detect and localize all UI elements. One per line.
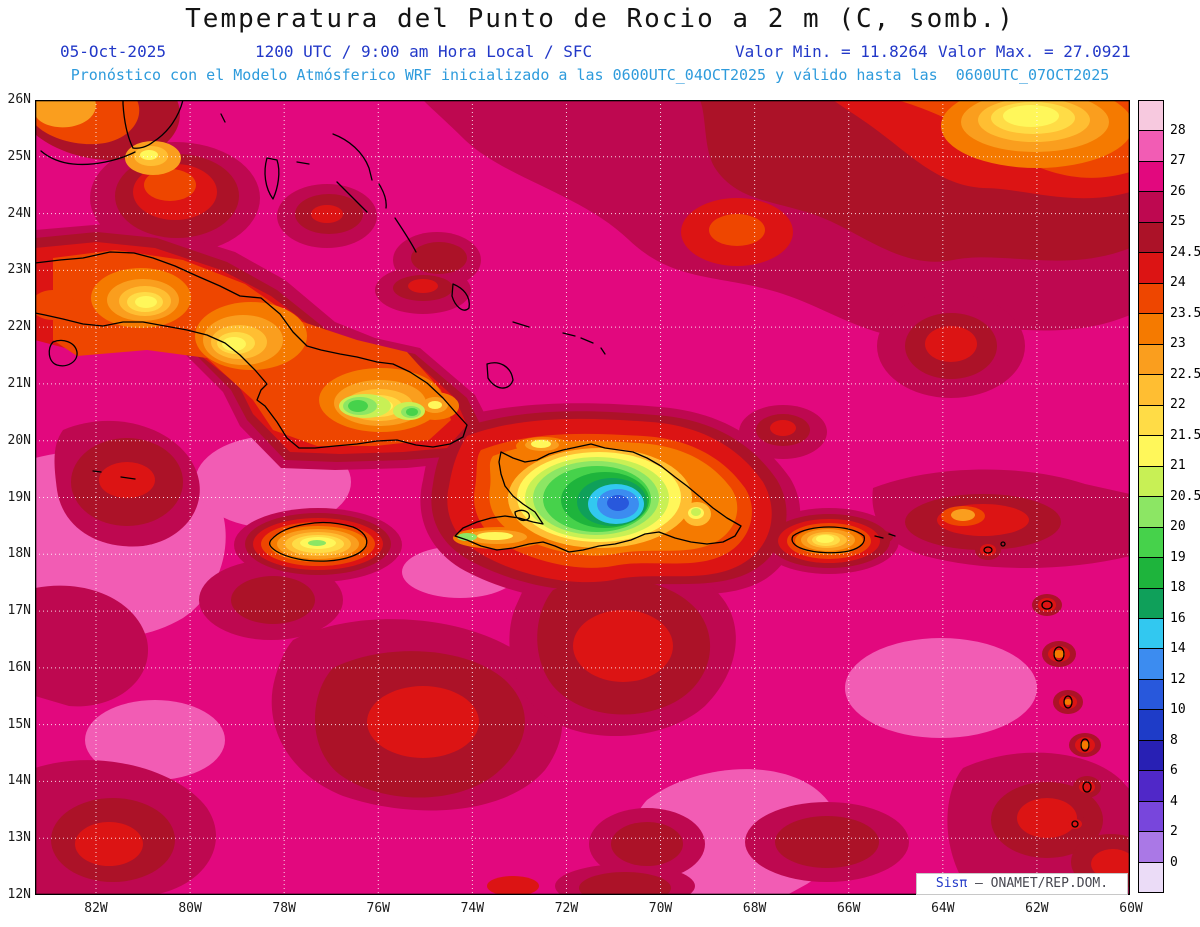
lon-tick-label: 78W xyxy=(272,901,296,916)
lat-tick-label: 16N xyxy=(7,659,31,675)
lat-tick-label: 26N xyxy=(7,92,31,107)
colorbar-label: 25 xyxy=(1170,214,1186,229)
colorbar-label: 20.5 xyxy=(1170,488,1200,504)
colorbar-label: 20 xyxy=(1170,519,1186,534)
branding-box: Sisπ – ONAMET/REP.DOM. xyxy=(916,873,1128,895)
colorbar-band xyxy=(1139,801,1163,833)
colorbar-band xyxy=(1139,466,1163,498)
colorbar-band xyxy=(1139,375,1163,406)
colorbar-band xyxy=(1139,497,1163,528)
colorbar-label: 18 xyxy=(1170,580,1186,595)
lon-tick-label: 74W xyxy=(460,901,485,916)
colorbar-label: 28 xyxy=(1170,122,1186,138)
colorbar-band xyxy=(1139,527,1163,559)
lat-tick-label: 25N xyxy=(7,148,31,164)
brand-pi-icon: π xyxy=(959,876,968,891)
colorbar-band xyxy=(1139,283,1163,315)
colorbar-band xyxy=(1139,192,1163,223)
lon-tick-label: 64W xyxy=(931,901,955,916)
lon-tick-label: 76W xyxy=(366,901,390,916)
forecast-date: 05-Oct-2025 xyxy=(60,42,166,61)
colorbar-label: 26 xyxy=(1170,183,1186,199)
lat-tick-label: 17N xyxy=(7,603,31,619)
lon-tick-label: 70W xyxy=(648,901,673,916)
map-canvas xyxy=(35,100,1130,895)
lat-tick-label: 24N xyxy=(7,205,31,221)
colorbar-band xyxy=(1139,832,1163,863)
colorbar xyxy=(1138,100,1164,893)
value-min: Valor Min. = 11.8264 xyxy=(735,42,928,61)
colorbar-band xyxy=(1139,314,1163,345)
colorbar-label: 24 xyxy=(1170,275,1186,290)
colorbar-label: 8 xyxy=(1170,732,1178,748)
colorbar-band xyxy=(1139,436,1163,467)
lat-tick-label: 14N xyxy=(7,773,31,789)
brand-rest: – ONAMET/REP.DOM. xyxy=(967,876,1109,891)
lat-tick-label: 22N xyxy=(7,319,31,335)
colorbar-band xyxy=(1139,771,1163,802)
lon-tick-label: 68W xyxy=(742,901,767,916)
colorbar-band xyxy=(1139,618,1163,650)
colorbar-band xyxy=(1139,710,1163,741)
colorbar-band xyxy=(1139,588,1163,619)
lon-tick-label: 60W xyxy=(1119,901,1143,916)
model-info-line: Pronóstico con el Modelo Atmósferico WRF… xyxy=(70,66,1110,84)
colorbar-band xyxy=(1139,222,1163,254)
coastlines xyxy=(35,100,1092,893)
colorbar-band xyxy=(1139,405,1163,437)
lon-tick-label: 66W xyxy=(836,901,861,916)
colorbar-band xyxy=(1139,101,1163,132)
lat-tick-label: 21N xyxy=(7,375,31,391)
colorbar-label: 12 xyxy=(1170,671,1186,687)
colorbar-label: 16 xyxy=(1170,610,1186,626)
colorbar-label: 19 xyxy=(1170,549,1186,565)
colorbar-label: 6 xyxy=(1170,763,1178,778)
brand-sis: Sis xyxy=(935,876,960,891)
colorbar-label: 10 xyxy=(1170,702,1186,717)
forecast-time: 1200 UTC / 9:00 am Hora Local / SFC xyxy=(255,42,593,61)
page-title: Temperatura del Punto de Rocio a 2 m (C,… xyxy=(185,4,1015,34)
colorbar-label: 24.5 xyxy=(1170,244,1200,260)
colorbar-label: 2 xyxy=(1170,824,1178,839)
colorbar-label: 27 xyxy=(1170,153,1186,168)
colorbar-label: 0 xyxy=(1170,854,1178,870)
filled-contours xyxy=(35,100,1130,895)
colorbar-label: 4 xyxy=(1170,793,1178,809)
lat-tick-label: 20N xyxy=(7,432,31,448)
lat-tick-label: 19N xyxy=(7,489,31,505)
colorbar-label: 23 xyxy=(1170,336,1186,351)
colorbar-band xyxy=(1139,253,1163,284)
colorbar-band xyxy=(1139,558,1163,589)
lon-tick-label: 62W xyxy=(1025,901,1049,916)
grid-lines xyxy=(35,100,1130,895)
lat-tick-label: 23N xyxy=(7,262,31,278)
colorbar-band xyxy=(1139,161,1163,193)
colorbar-label: 22 xyxy=(1170,397,1186,412)
colorbar-label: 23.5 xyxy=(1170,305,1200,321)
value-max: Valor Max. = 27.0921 xyxy=(938,42,1131,61)
colorbar-label: 14 xyxy=(1170,641,1186,656)
lon-tick-label: 72W xyxy=(554,901,579,916)
lat-tick-label: 12N xyxy=(7,887,31,902)
lon-tick-label: 80W xyxy=(178,901,202,916)
lat-tick-label: 18N xyxy=(7,546,31,562)
colorbar-band xyxy=(1139,649,1163,680)
colorbar-band xyxy=(1139,679,1163,711)
lat-tick-label: 15N xyxy=(7,716,31,732)
colorbar-label: 21 xyxy=(1170,458,1186,473)
map-frame xyxy=(35,100,1130,895)
colorbar-label: 22.5 xyxy=(1170,366,1200,382)
colorbar-band xyxy=(1139,740,1163,772)
colorbar-band xyxy=(1139,131,1163,162)
colorbar-label: 21.5 xyxy=(1170,427,1200,443)
lat-tick-label: 13N xyxy=(7,830,31,846)
colorbar-band xyxy=(1139,344,1163,376)
lon-tick-label: 82W xyxy=(84,901,108,916)
colorbar-band xyxy=(1139,862,1163,893)
